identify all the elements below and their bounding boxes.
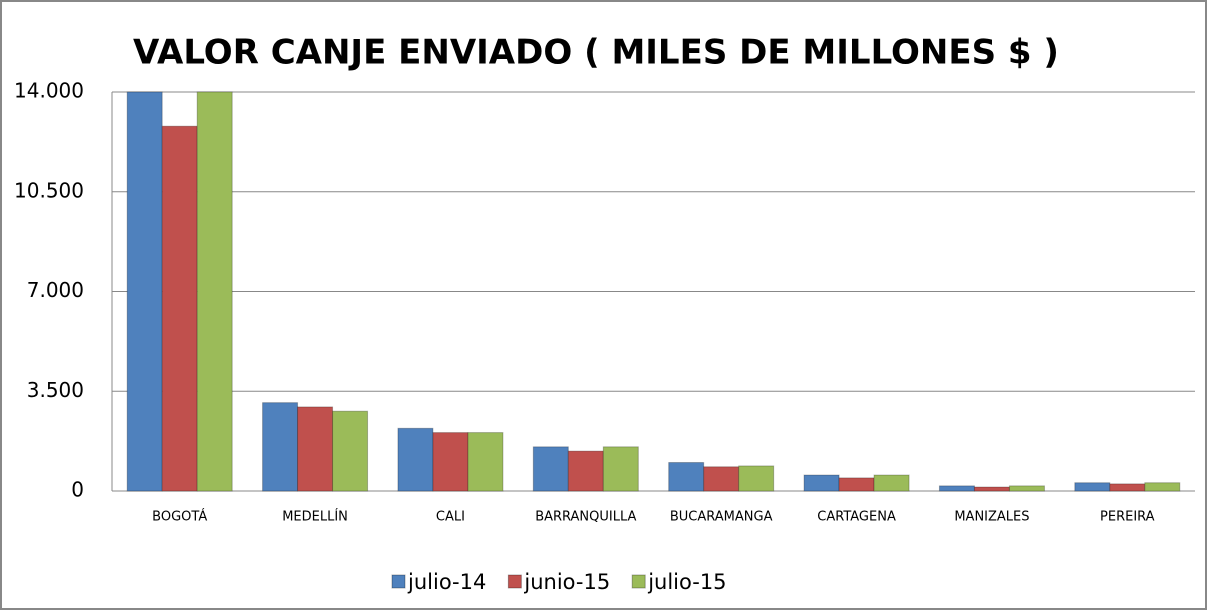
legend-swatch: [507, 574, 522, 589]
bar: [161, 125, 198, 492]
bar: [532, 446, 569, 492]
y-tick-label: 0: [71, 478, 84, 502]
y-tick-label: 10.500: [14, 178, 84, 202]
bar: [1008, 485, 1045, 492]
bar: [668, 462, 705, 492]
y-tick-label: 3.500: [27, 378, 84, 402]
legend-swatch: [391, 574, 406, 589]
y-tick-label: 14.000: [14, 79, 84, 103]
y-tick-label: 7.000: [27, 278, 84, 302]
bar: [467, 432, 504, 492]
bar: [838, 477, 875, 492]
bar: [432, 432, 469, 492]
x-tick-label: BUCARAMANGA: [670, 510, 773, 525]
legend-label: junio-15: [523, 570, 610, 594]
legend-label: julio-15: [647, 570, 726, 594]
bar: [738, 465, 775, 492]
bar: [938, 485, 975, 492]
chart-title: VALOR CANJE ENVIADO ( MILES DE MILLONES …: [133, 33, 1059, 73]
bar: [297, 406, 334, 492]
bar: [567, 450, 604, 492]
x-tick-label: CALI: [436, 510, 465, 525]
x-tick-label: BARRANQUILLA: [535, 510, 636, 525]
bar: [397, 427, 434, 492]
bar: [1144, 482, 1181, 492]
bar: [1109, 483, 1146, 492]
bar: [1074, 482, 1111, 492]
bar: [196, 91, 233, 492]
x-tick-label: BOGOTÁ: [152, 509, 207, 525]
legend-label: julio-14: [407, 570, 486, 594]
bar: [803, 474, 840, 492]
bar: [332, 410, 369, 492]
bar: [602, 446, 639, 492]
x-tick-label: MEDELLÍN: [282, 509, 348, 525]
bar: [873, 474, 910, 492]
x-tick-label: PEREIRA: [1100, 510, 1155, 525]
legend-swatch: [631, 574, 646, 589]
bar: [126, 91, 163, 492]
bar: [262, 402, 299, 492]
bar: [973, 486, 1010, 492]
bar: [703, 466, 740, 492]
x-tick-label: MANIZALES: [954, 510, 1029, 525]
x-tick-label: CARTAGENA: [817, 510, 896, 525]
